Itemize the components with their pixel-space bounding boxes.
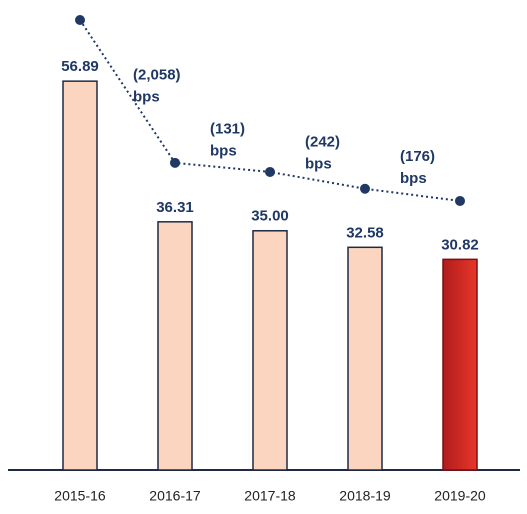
value-label: 32.58 bbox=[346, 224, 384, 241]
annotation: bps bbox=[400, 170, 427, 187]
annotation: bps bbox=[210, 142, 237, 159]
annotation: (131) bbox=[210, 120, 245, 137]
annotation: (242) bbox=[305, 133, 340, 150]
annotation: (2,058) bbox=[133, 66, 181, 83]
x-tick-label: 2018-19 bbox=[339, 488, 391, 504]
value-label: 30.82 bbox=[441, 236, 479, 253]
value-label: 35.00 bbox=[251, 208, 289, 225]
trend-point bbox=[265, 166, 275, 177]
annotation: (176) bbox=[400, 148, 435, 165]
trend-point bbox=[455, 195, 465, 206]
trend-point bbox=[75, 14, 85, 25]
value-label: 56.89 bbox=[61, 58, 99, 75]
x-tick-label: 2019-20 bbox=[434, 488, 486, 504]
x-tick-label: 2016-17 bbox=[149, 488, 201, 504]
bar bbox=[157, 221, 193, 471]
value-label: 36.31 bbox=[156, 199, 194, 216]
bar bbox=[347, 246, 383, 471]
bar bbox=[62, 80, 98, 471]
trend-point bbox=[170, 157, 180, 168]
bar bbox=[252, 230, 288, 471]
annotation: bps bbox=[305, 155, 332, 172]
annotation: bps bbox=[133, 88, 160, 105]
x-tick-label: 2015-16 bbox=[54, 488, 106, 504]
trend-point bbox=[360, 183, 370, 194]
x-tick-label: 2017-18 bbox=[244, 488, 296, 504]
bar bbox=[442, 258, 478, 471]
